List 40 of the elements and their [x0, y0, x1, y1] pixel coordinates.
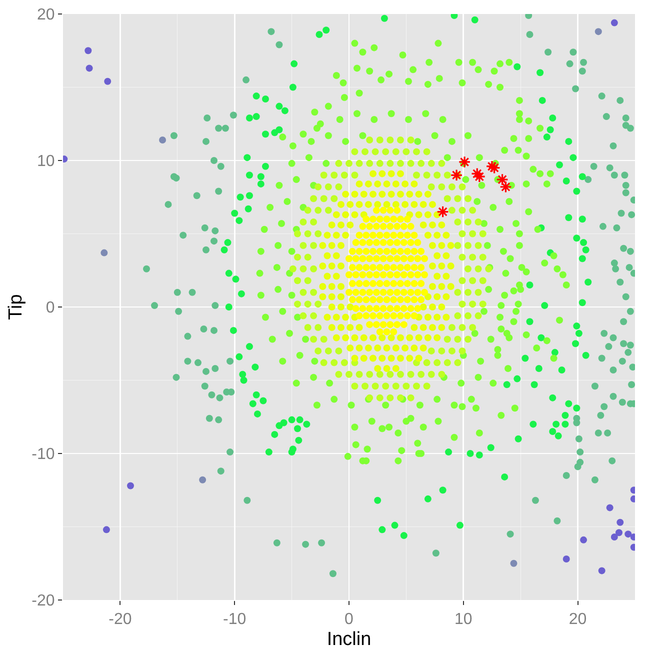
point: [102, 526, 110, 534]
point: [580, 536, 588, 544]
point: [104, 78, 112, 85]
y-axis-title: Tip: [6, 294, 27, 320]
point: [159, 136, 166, 144]
point: [84, 47, 92, 54]
y-tick-label: 10: [37, 153, 55, 170]
x-tick-label: 0: [344, 611, 354, 628]
point: [470, 167, 484, 180]
point: [610, 534, 618, 541]
point: [562, 555, 570, 562]
point: [458, 156, 471, 168]
point: [496, 173, 508, 186]
point: [616, 518, 624, 526]
point: [594, 28, 602, 36]
point: [624, 530, 632, 538]
point: [199, 476, 206, 484]
point: [606, 504, 614, 512]
point: [127, 482, 134, 490]
y-tick-label: -20: [32, 592, 55, 610]
y-tick-label: -10: [32, 446, 55, 464]
point: [500, 180, 512, 194]
point: [610, 19, 618, 26]
y-tick-label: 20: [37, 6, 55, 24]
y-tick-label: 0: [46, 300, 55, 317]
point: [486, 160, 498, 173]
point: [615, 529, 622, 536]
point: [86, 64, 93, 72]
point: [488, 162, 500, 174]
point: [100, 249, 108, 256]
point: [450, 168, 463, 182]
point: [510, 560, 518, 567]
x-tick-label: -20: [108, 611, 132, 628]
x-axis-title: Inclin: [326, 629, 372, 650]
x-tick-label: 20: [568, 611, 587, 628]
x-tick-label: -10: [223, 611, 246, 628]
point: [473, 170, 486, 183]
point: [598, 567, 606, 574]
point: [436, 206, 450, 218]
x-tick-label: 10: [454, 611, 472, 628]
